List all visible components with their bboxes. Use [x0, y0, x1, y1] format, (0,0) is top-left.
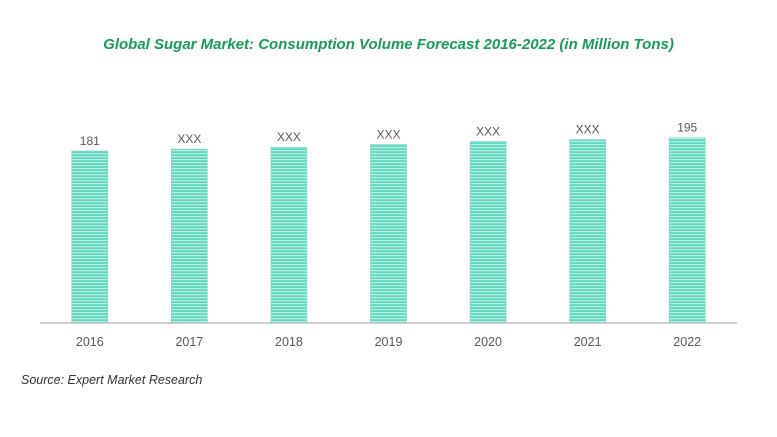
bar-2021	[569, 139, 606, 324]
bar-2019	[370, 144, 407, 324]
data-label-2018: XXX	[277, 130, 301, 144]
bar-2020	[469, 141, 507, 324]
data-label-2017: XXX	[177, 132, 201, 146]
source-note: Source: Expert Market Research	[21, 373, 203, 387]
bar-2018	[270, 146, 308, 324]
x-tick-label-2018: 2018	[275, 335, 303, 349]
data-label-2016: 181	[80, 134, 100, 148]
x-tick-label-2016: 2016	[76, 335, 104, 349]
data-label-2022: 195	[677, 121, 697, 135]
x-tick-label-2021: 2021	[574, 335, 602, 349]
x-tick-label-2017: 2017	[175, 335, 203, 349]
data-label-2019: XXX	[376, 127, 400, 141]
x-tick-label-2019: 2019	[375, 335, 403, 349]
bar-2016	[71, 150, 109, 324]
x-tick-label-2022: 2022	[673, 335, 701, 349]
x-tick-label-2020: 2020	[474, 335, 502, 349]
data-label-2021: XXX	[576, 123, 600, 137]
data-label-2020: XXX	[476, 124, 500, 138]
chart-title: Global Sugar Market: Consumption Volume …	[103, 36, 674, 53]
bar-2017	[171, 148, 208, 324]
bar-2022	[668, 137, 706, 324]
